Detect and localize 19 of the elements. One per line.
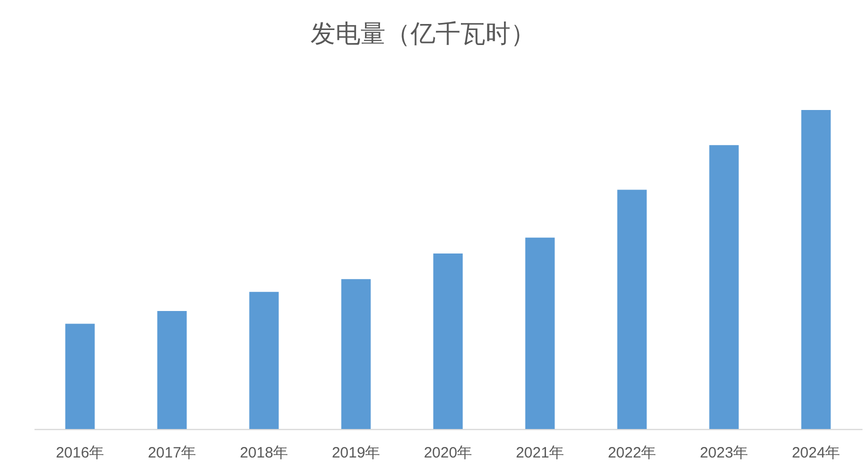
bar — [341, 279, 371, 429]
bar — [65, 324, 95, 429]
x-tick-label: 2017年 — [148, 444, 196, 462]
x-tick-label: 2024年 — [792, 444, 840, 462]
x-tick-label: 2016年 — [56, 444, 104, 462]
x-tick-label: 2020年 — [424, 444, 472, 462]
chart-title: 发电量（亿千瓦时） — [310, 20, 536, 48]
x-tick-label: 2022年 — [608, 444, 656, 462]
x-tick-label: 2023年 — [700, 444, 748, 462]
bar — [157, 310, 187, 429]
x-tick-label: 2021年 — [516, 444, 564, 462]
bar — [525, 238, 555, 429]
x-tick-label: 2018年 — [240, 444, 288, 462]
x-tick-label: 2019年 — [332, 444, 380, 462]
bar — [249, 292, 279, 429]
bar — [617, 190, 647, 429]
bar — [433, 254, 463, 429]
bar — [801, 110, 831, 429]
bar — [709, 145, 739, 429]
